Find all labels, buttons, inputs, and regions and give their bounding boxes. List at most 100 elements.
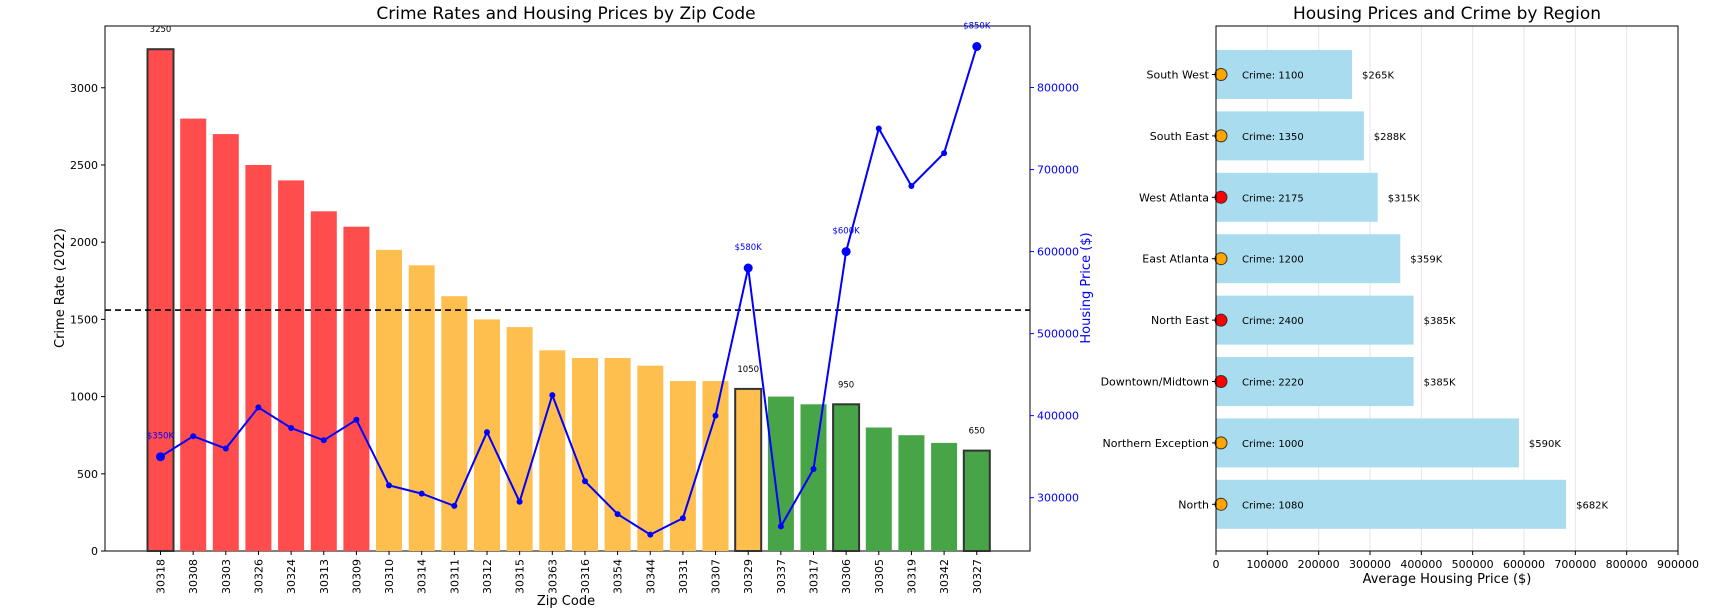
zip-tick-label-30344: 30344: [644, 559, 657, 594]
region-axis: South West South East West Atlanta East Atl…: [1101, 69, 1216, 511]
zip-tick-label-30363: 30363: [546, 559, 559, 594]
zip-tick-label-30308: 30308: [187, 559, 200, 594]
housing-price-tick-label: 700000: [1037, 164, 1079, 177]
housing-price-point-30305: [875, 125, 882, 132]
crime-bar-30306: [832, 403, 861, 552]
region-tick-label: Downtown/Midtown: [1101, 376, 1209, 389]
housing-price-tick-label: 300000: [1037, 492, 1079, 505]
region-bar-downtown-midtown: [1216, 357, 1414, 406]
price-tick-label: 300000: [1349, 558, 1391, 571]
housing-price-point-30326: [255, 404, 262, 411]
region-price-label: $682K: [1576, 500, 1608, 511]
price-tick-label: 500000: [1452, 558, 1494, 571]
region-bar-south-east: [1216, 111, 1364, 161]
price-tick-label: 900000: [1657, 558, 1699, 571]
crime-bar-30319: [898, 435, 925, 551]
region-crime-label: Crime: 1200: [1242, 255, 1304, 266]
region-crime-label: Crime: 1080: [1242, 500, 1304, 511]
crime-bar-30354: [604, 358, 631, 551]
left-plot-area: [104, 25, 1031, 552]
zip-tick-label-30329: 30329: [742, 559, 755, 594]
price-tick-label: 700000: [1554, 558, 1596, 571]
zip-tick-label-30312: 30312: [481, 559, 494, 594]
region-crime-label: Crime: 2400: [1242, 316, 1304, 327]
region-crime-marker: [1214, 129, 1228, 143]
crime-bar-30315: [506, 327, 533, 551]
crime-value-label-30318: 3250: [150, 25, 172, 35]
region-tick-label: North East: [1151, 314, 1210, 327]
crime-rate-tick-label: 1500: [70, 313, 98, 326]
region-crime-label: Crime: 1100: [1242, 71, 1304, 82]
region-price-label: $385K: [1424, 378, 1456, 389]
crime-bar-30309: [343, 226, 370, 551]
zip-tick-label-30310: 30310: [383, 559, 396, 594]
zip-tick-label-30317: 30317: [808, 559, 821, 594]
price-tick-label: 800000: [1606, 558, 1648, 571]
housing-price-point-30309: [353, 416, 360, 423]
crime-bar-30331: [669, 381, 696, 551]
region-crime-label: Crime: 2220: [1242, 378, 1304, 389]
zip-tick-label-30309: 30309: [350, 559, 363, 594]
zip-tick-label-30303: 30303: [220, 559, 233, 594]
region-crime-marker: [1214, 375, 1228, 388]
region-crime-marker: [1214, 252, 1228, 266]
region-crime-label: Crime: 1000: [1242, 439, 1304, 450]
housing-price-point-30354: [614, 511, 621, 518]
right-plot-area: [1215, 25, 1679, 552]
crime-bar-30344: [637, 365, 664, 551]
housing-price-tick-label: 600000: [1037, 246, 1079, 259]
crime-bar-30303: [212, 134, 239, 551]
region-grid: [1266, 26, 1679, 551]
region-bar-northern-exception: [1216, 418, 1519, 468]
housing-price-point-30331: [679, 515, 686, 522]
zip-tick-label-30326: 30326: [252, 559, 265, 594]
crime-value-label-30329: 1050: [737, 365, 759, 375]
crime-bar-30312: [474, 319, 500, 551]
price-tick-label: 400000: [1400, 558, 1442, 571]
housing-price-label-30318: $350K: [147, 432, 175, 442]
region-crime-marker: [1214, 313, 1228, 327]
crime-bars: [146, 48, 991, 553]
right-x-axis-label: Average Housing Price ($): [1363, 572, 1532, 587]
region-labels: Crime: 1100 Crime: 1350 Crime: 2175 Crime: …: [1242, 71, 1609, 512]
housing-price-point-30306: [841, 247, 851, 257]
zip-tick-label-30324: 30324: [285, 559, 298, 594]
region-tick-label: West Atlanta: [1139, 191, 1209, 204]
crime-value-label-30306: 950: [838, 380, 854, 390]
right-y-axis-label: Housing Price ($): [1079, 232, 1094, 343]
region-tick-label: South West: [1146, 69, 1209, 82]
housing-price-point-30313: [320, 437, 327, 444]
crime-rate-tick-label: 2000: [70, 236, 98, 249]
housing-price-tick-label: 400000: [1037, 410, 1079, 423]
region-crime-marker: [1214, 68, 1228, 81]
housing-price-point-30324: [288, 425, 295, 431]
housing-price-point-30318: [156, 452, 165, 462]
crime-bar-30316: [572, 358, 598, 551]
price-tick-label: 0: [1213, 558, 1220, 571]
crime-bar-30326: [245, 165, 272, 551]
housing-price-point-30317: [810, 466, 817, 472]
crime-rate-axis: 0 500 1000 1500 2000 2500 3000: [70, 82, 105, 558]
zip-code-axis: 30318 30308 30303 30326 30324 30313 30309 30310…: [155, 551, 984, 594]
region-bar-west-atlanta: [1216, 172, 1378, 222]
zip-tick-label-30307: 30307: [710, 559, 723, 594]
housing-price-label-30306: $600K: [832, 227, 860, 237]
zip-tick-label-30318: 30318: [155, 559, 168, 594]
housing-price-axis: 300000 400000 500000 600000 700000 800000: [1030, 82, 1079, 505]
left-y-axis-label: Crime Rate (2022): [53, 228, 68, 348]
region-chart: Housing Prices and Crime by Region Crime…: [1101, 4, 1699, 587]
region-price-label: $590K: [1529, 439, 1561, 450]
crime-bar-30314: [408, 265, 435, 551]
zip-tick-label-30315: 30315: [514, 559, 527, 594]
crime-bar-30310: [376, 249, 402, 551]
housing-price-point-30342: [941, 150, 948, 157]
housing-price-point-30307: [712, 412, 719, 419]
housing-price-labels: $350K $580K $600K $850K: [147, 22, 991, 442]
housing-price-point-30344: [647, 531, 654, 538]
left-chart-title: Crime Rates and Housing Prices by Zip Co…: [376, 4, 755, 24]
crime-bar-30305: [865, 427, 892, 551]
region-bar-north-east: [1216, 295, 1414, 345]
housing-price-point-30303: [222, 445, 229, 452]
crime-bar-30307: [702, 381, 729, 551]
